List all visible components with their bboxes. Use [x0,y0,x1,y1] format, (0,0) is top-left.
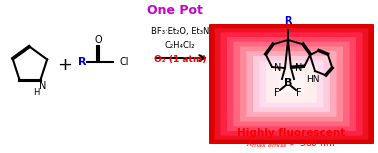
Text: H: H [33,88,40,97]
Text: N: N [295,63,302,73]
FancyBboxPatch shape [234,42,350,126]
Text: Highly fluorescent: Highly fluorescent [237,128,345,138]
Text: B: B [284,78,292,88]
Text: N: N [274,63,281,73]
FancyBboxPatch shape [227,37,356,131]
Text: $\lambda_{max\ emiss}$ > 580 nm: $\lambda_{max\ emiss}$ > 580 nm [246,138,336,150]
FancyBboxPatch shape [215,28,368,140]
FancyBboxPatch shape [253,56,330,112]
Text: HN: HN [306,75,320,84]
Text: BF₃·Et₂O, Et₃N: BF₃·Et₂O, Et₃N [151,26,209,35]
FancyBboxPatch shape [291,83,293,85]
FancyBboxPatch shape [266,65,317,103]
FancyBboxPatch shape [273,70,310,98]
FancyBboxPatch shape [279,75,304,93]
FancyBboxPatch shape [220,32,363,136]
Text: R: R [78,57,86,67]
Text: F: F [274,88,280,98]
FancyBboxPatch shape [209,24,374,144]
Text: +: + [57,56,73,74]
FancyBboxPatch shape [246,51,336,117]
Text: Cl: Cl [119,57,129,67]
Text: R: R [284,16,292,26]
Text: O: O [94,35,102,45]
FancyBboxPatch shape [240,46,343,122]
Text: C₂H₄Cl₂: C₂H₄Cl₂ [165,41,195,50]
Text: N: N [39,81,46,91]
FancyBboxPatch shape [260,61,324,107]
Text: F: F [296,88,302,98]
Text: O₂ (1 atm): O₂ (1 atm) [154,54,206,63]
Text: One Pot: One Pot [147,4,203,17]
